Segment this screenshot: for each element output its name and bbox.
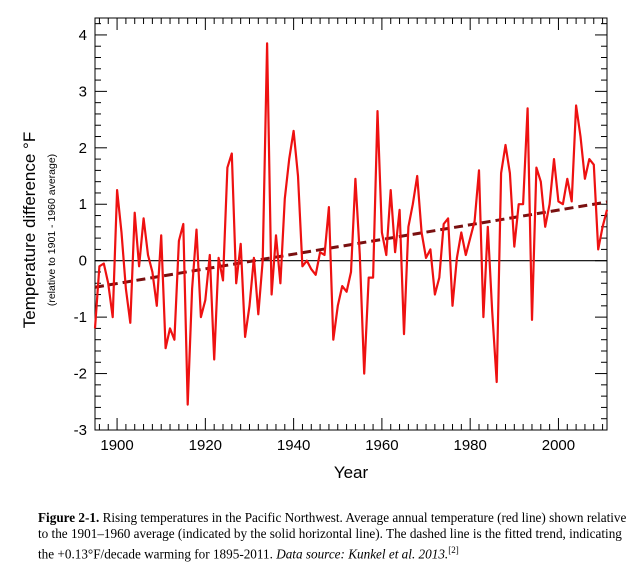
y-axis-label: Temperature difference °F — [20, 132, 39, 328]
y-tick-label: -3 — [74, 422, 87, 439]
caption-reference: [2] — [448, 545, 459, 555]
temperature-chart: 1900 1920 1940 1960 1980 2000 -3 -2 -1 0 1 2 3 4 Yea… — [20, 17, 609, 482]
x-axis-ticks: 1900 1920 1940 1960 1980 2000 — [98, 18, 604, 454]
figure-caption: Figure 2-1. Rising temperatures in the P… — [38, 510, 628, 562]
y-tick-label: 3 — [79, 83, 87, 100]
y-tick-label: 2 — [79, 140, 87, 157]
y-tick-label: 0 — [79, 253, 87, 270]
x-tick-label: 1900 — [100, 437, 133, 454]
y-tick-label: 1 — [79, 196, 87, 213]
temperature-series-line — [93, 42, 609, 406]
y-tick-label: -2 — [74, 366, 87, 383]
trend-line — [94, 200, 608, 289]
plot-frame — [94, 17, 608, 431]
x-tick-label: 1920 — [189, 437, 222, 454]
x-tick-label: 1940 — [277, 437, 310, 454]
caption-source: Data source: Kunkel et al. 2013. — [276, 546, 449, 562]
x-axis-label: Year — [334, 463, 369, 482]
x-tick-label: 2000 — [542, 437, 575, 454]
y-axis-sublabel: (relative to 1901 - 1960 average) — [46, 154, 58, 306]
caption-figure-label: Figure 2-1. — [38, 510, 100, 525]
plot-area-border — [94, 17, 608, 431]
chart-lines — [93, 42, 609, 406]
y-tick-label: -1 — [74, 309, 87, 326]
caption-text: Rising temperatures in the Pacific North… — [38, 510, 627, 562]
x-tick-label: 1980 — [453, 437, 486, 454]
y-tick-label: 4 — [79, 27, 87, 44]
x-tick-label: 1960 — [365, 437, 398, 454]
y-axis-ticks: -3 -2 -1 0 1 2 3 4 — [74, 23, 607, 439]
